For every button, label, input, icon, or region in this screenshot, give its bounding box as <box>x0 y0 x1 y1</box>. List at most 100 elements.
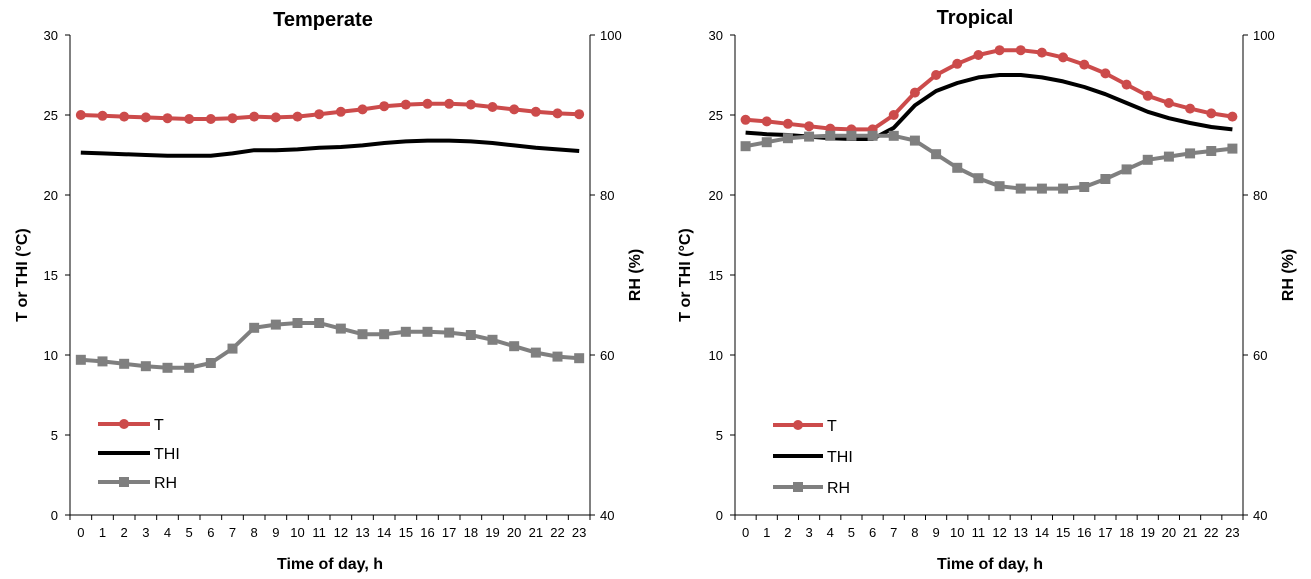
x-tick-label: 1 <box>763 525 770 540</box>
series-line-thi <box>80 138 580 158</box>
data-point-t <box>1142 90 1153 101</box>
data-point-t <box>75 110 86 120</box>
data-point-t <box>740 114 751 125</box>
y-tick-label: 20 <box>44 188 58 203</box>
legend-label-thi: THI <box>154 446 180 463</box>
data-point-rh <box>1206 146 1217 156</box>
data-point-rh <box>314 318 325 328</box>
data-point-rh <box>888 130 899 141</box>
data-point-rh <box>487 334 498 345</box>
data-point-t <box>1079 59 1090 70</box>
y2-tick-label: 80 <box>600 188 614 203</box>
data-point-t <box>119 111 130 122</box>
y-tick-label: 10 <box>709 348 723 363</box>
data-point-t <box>292 111 303 122</box>
series-line-rh <box>80 321 580 370</box>
x-tick-label: 9 <box>932 525 939 540</box>
data-point-rh <box>1058 183 1069 194</box>
data-point-rh <box>509 341 520 352</box>
data-point-t <box>379 101 390 112</box>
x-tick-label: 16 <box>1077 525 1091 540</box>
data-point-t <box>1036 47 1047 58</box>
data-point-t <box>314 109 325 120</box>
data-point-t <box>335 106 346 117</box>
x-axis-label: Time of day, h <box>937 556 1043 573</box>
data-point-t <box>249 111 260 122</box>
x-tick-label: 20 <box>507 525 521 540</box>
data-point-rh <box>227 343 238 354</box>
x-tick-label: 18 <box>1119 525 1133 540</box>
data-point-t <box>1163 98 1174 108</box>
legend-marker-t <box>119 419 129 429</box>
y-tick-label: 5 <box>716 428 723 443</box>
data-point-t <box>357 104 368 115</box>
data-point-t <box>552 108 563 119</box>
y-tick-label: 25 <box>44 108 58 123</box>
chart-title: Temperate <box>273 9 373 31</box>
data-point-rh <box>574 353 585 364</box>
y2-tick-label: 60 <box>600 348 614 363</box>
x-tick-label: 6 <box>207 525 214 540</box>
data-point-rh <box>552 351 563 362</box>
y2-tick-label: 100 <box>1253 28 1275 43</box>
data-point-t <box>465 99 476 110</box>
data-point-rh <box>335 323 346 334</box>
data-point-rh <box>140 361 151 372</box>
data-point-t <box>973 50 984 60</box>
x-tick-label: 3 <box>142 525 149 540</box>
data-point-rh <box>846 130 857 141</box>
data-point-t <box>994 45 1005 56</box>
data-point-t <box>270 112 281 123</box>
x-tick-label: 10 <box>950 525 964 540</box>
x-tick-label: 17 <box>1098 525 1112 540</box>
data-point-rh <box>270 319 281 330</box>
x-tick-label: 21 <box>529 525 543 540</box>
y2-tick-label: 100 <box>600 28 622 43</box>
x-tick-label: 20 <box>1162 525 1176 540</box>
data-point-rh <box>444 327 455 338</box>
y-tick-label: 30 <box>709 28 723 43</box>
y-tick-label: 15 <box>44 268 58 283</box>
y-tick-label: 15 <box>709 268 723 283</box>
data-point-rh <box>1121 164 1132 175</box>
data-point-t <box>422 98 433 109</box>
data-point-t <box>782 118 793 129</box>
data-point-t <box>574 109 585 120</box>
y2-tick-label: 40 <box>1253 508 1267 523</box>
legend-marker-rh <box>793 482 803 492</box>
x-tick-label: 12 <box>992 525 1006 540</box>
data-point-rh <box>97 356 108 367</box>
data-point-t <box>952 58 963 69</box>
legend-marker-rh <box>119 477 129 487</box>
data-point-t <box>1121 79 1132 90</box>
x-tick-label: 4 <box>827 525 834 540</box>
data-point-t <box>227 113 238 124</box>
y2-axis-label: RH (%) <box>1280 249 1297 301</box>
y-tick-label: 5 <box>51 428 58 443</box>
y2-tick-label: 80 <box>1253 188 1267 203</box>
x-tick-label: 19 <box>485 525 499 540</box>
legend: T THI RH <box>773 418 853 497</box>
series-line-rh <box>745 133 1233 191</box>
x-tick-label: 0 <box>77 525 84 540</box>
x-tick-label: 17 <box>442 525 456 540</box>
data-point-rh <box>205 358 216 368</box>
y-tick-label: 30 <box>44 28 58 43</box>
data-point-t <box>162 113 173 124</box>
data-point-rh <box>1079 182 1090 192</box>
data-point-rh <box>825 130 836 141</box>
x-tick-label: 14 <box>377 525 391 540</box>
legend-label-t: T <box>154 417 164 434</box>
data-point-rh <box>952 162 963 173</box>
data-point-rh <box>740 141 751 152</box>
data-point-t <box>1206 108 1217 119</box>
data-point-rh <box>804 131 815 142</box>
y-axis-label: T or THI (°C) <box>677 228 694 322</box>
y-axis-label: T or THI (°C) <box>14 228 31 322</box>
series-line-t <box>80 101 580 121</box>
y2-axis-label: RH (%) <box>627 249 644 301</box>
chart-title: Tropical <box>937 7 1014 29</box>
legend-label-t: T <box>827 418 837 435</box>
legend: T THI RH <box>98 417 180 492</box>
